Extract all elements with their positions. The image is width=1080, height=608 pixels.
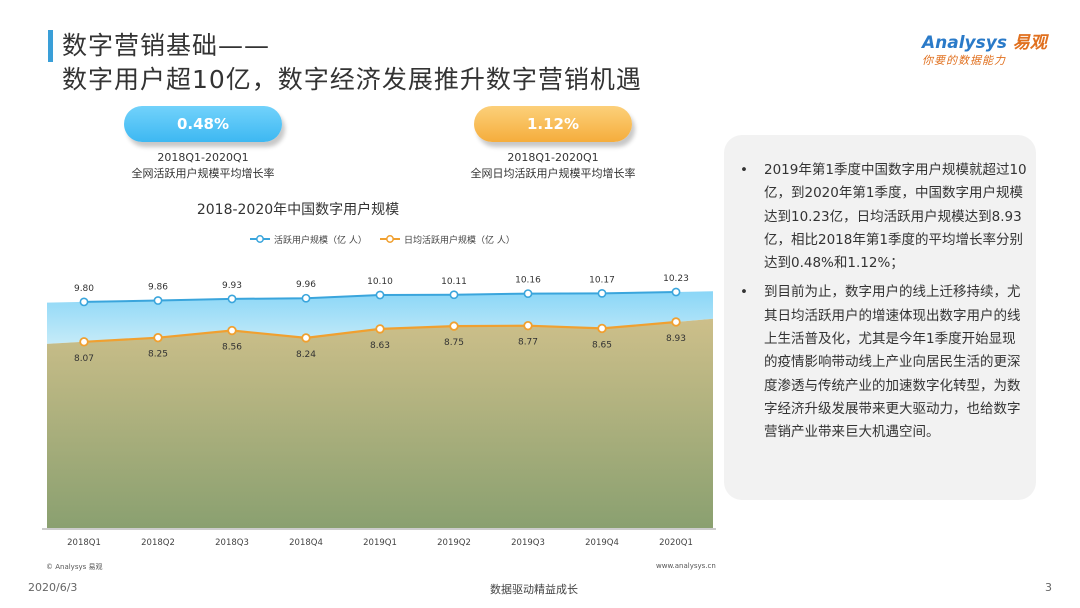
point-daily-active-users	[375, 324, 385, 334]
footer-copyright: © Analysys 易观	[46, 563, 103, 571]
data-label-active-users: 10.10	[367, 277, 393, 287]
bullet-icon: •	[740, 284, 748, 301]
point-active-users	[153, 296, 163, 305]
legend-marker-1	[256, 235, 264, 243]
point-daily-active-users	[671, 317, 681, 327]
data-label-daily-active-users: 8.63	[370, 341, 390, 351]
point-active-users	[523, 289, 533, 299]
page-title-line2: 数字用户超10亿，数字经济发展推升数字营销机遇	[62, 65, 642, 94]
point-daily-active-users	[79, 337, 89, 347]
point-active-users	[597, 288, 607, 298]
page-title-line1: 数字营销基础——	[62, 31, 271, 60]
data-label-active-users: 10.16	[515, 276, 541, 286]
metric-period: 2018Q1-2020Q1	[157, 151, 249, 164]
data-label-active-users: 9.86	[148, 283, 168, 293]
data-label-active-users: 9.80	[74, 284, 94, 294]
point-active-users	[449, 290, 459, 300]
point-active-users	[79, 297, 89, 307]
metric-label: 全网活跃用户规模平均增长率	[131, 167, 275, 180]
title-accent-bar	[48, 30, 53, 62]
chart-title: 2018-2020年中国数字用户规模	[197, 201, 399, 218]
data-label-daily-active-users: 8.56	[222, 343, 242, 353]
data-label-active-users: 9.96	[296, 280, 316, 290]
x-tick-label: 2019Q1	[363, 538, 397, 548]
x-tick-label: 2019Q3	[511, 538, 545, 548]
x-tick-label: 2018Q3	[215, 538, 249, 548]
legend-label-2: 日均活跃用户规模（亿 人）	[404, 234, 515, 246]
x-tick-label: 2019Q4	[585, 538, 619, 548]
point-daily-active-users	[449, 321, 459, 331]
side-note-item: • 2019年第1季度中国数字用户规模就超过10亿，到2020年第1季度，中国数字…	[738, 159, 1028, 275]
side-notes-panel: • 2019年第1季度中国数字用户规模就超过10亿，到2020年第1季度，中国数字…	[724, 135, 1036, 500]
footer-website: www.analysys.cn	[656, 562, 716, 570]
data-label-active-users: 10.23	[663, 274, 689, 284]
data-label-active-users: 10.11	[441, 277, 467, 287]
data-label-daily-active-users: 8.24	[296, 350, 316, 360]
analysys-logo: Analysys 易观 你要的数据能力	[922, 28, 1062, 78]
data-label-daily-active-users: 8.65	[592, 340, 612, 350]
area-daily-active-users	[47, 318, 713, 528]
data-label-daily-active-users: 8.75	[444, 338, 464, 348]
point-daily-active-users	[597, 323, 607, 334]
point-daily-active-users	[153, 332, 163, 343]
x-tick-label: 2019Q2	[437, 538, 471, 548]
x-tick-label: 2018Q4	[289, 538, 323, 548]
footer-slogan: 数据驱动精益成长	[490, 583, 578, 596]
metric-pill-active-growth: 0.48%	[124, 106, 282, 142]
data-label-daily-active-users: 8.25	[148, 350, 168, 360]
data-label-active-users: 9.93	[222, 281, 242, 291]
data-label-active-users: 10.17	[589, 275, 615, 285]
point-active-users	[671, 287, 681, 297]
footer-date: 2020/6/3	[28, 581, 78, 594]
point-active-users	[301, 293, 311, 303]
data-label-daily-active-users: 8.77	[518, 338, 538, 348]
area-active-users	[47, 291, 713, 344]
legend-marker-2	[386, 235, 394, 243]
data-label-daily-active-users: 8.07	[74, 354, 94, 364]
point-daily-active-users	[227, 325, 237, 336]
legend-label-1: 活跃用户规模（亿 人）	[274, 234, 367, 246]
side-note-item: • 到目前为止，数字用户的线上迁移持续，尤其日均活跃用户的增速体现出数字用户的线上…	[738, 281, 1028, 444]
x-tick-label: 2020Q1	[659, 538, 693, 548]
metric-pill-daily-growth: 1.12%	[474, 106, 632, 142]
metric-label: 全网日均活跃用户规模平均增长率	[470, 167, 636, 180]
logo-slogan: 你要的数据能力	[922, 54, 1006, 67]
page-number: 3	[1045, 581, 1052, 594]
x-tick-label: 2018Q2	[141, 538, 175, 548]
point-active-users	[375, 290, 385, 300]
metric-period: 2018Q1-2020Q1	[507, 151, 599, 164]
x-tick-label: 2018Q1	[67, 538, 101, 548]
point-daily-active-users	[301, 333, 311, 343]
point-daily-active-users	[523, 320, 533, 331]
point-active-users	[227, 294, 237, 304]
data-label-daily-active-users: 8.93	[666, 334, 686, 344]
logo-brand: Analysys 易观	[922, 33, 1047, 53]
bullet-icon: •	[740, 162, 748, 178]
